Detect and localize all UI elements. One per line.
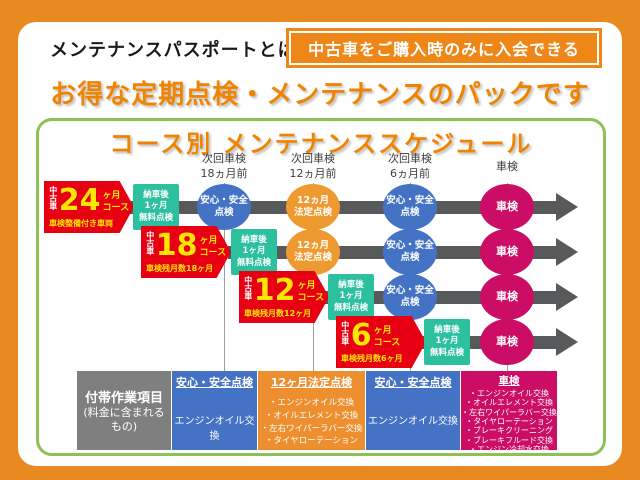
course-unit: ヶ月 (297, 281, 316, 292)
timeline-arrowhead-icon (556, 283, 578, 311)
membership-condition-badge: 中古車をご購入時のみに入会できる (289, 31, 599, 65)
course-number: 18 (155, 227, 198, 263)
course-number: 12 (253, 272, 296, 308)
safety-check-ellipse: 安心・安全 点検 (383, 229, 437, 275)
course-note: 車検残月数6ヶ月 (341, 354, 403, 363)
course-badge-main: 中古車 24 ヶ月 コース (44, 181, 134, 217)
course-badge-main: 中古車 18 ヶ月 コース (141, 226, 231, 262)
course-units: ヶ月 コース (298, 281, 325, 304)
table-cell-body: エンジンオイル交換 (368, 416, 458, 427)
table-cell-safety-check-2: 安心・安全点検 エンジンオイル交換 (366, 371, 460, 450)
course-note: 車検整備付き車両 (49, 219, 113, 228)
table-row-header-title: 付帯作業項目 (84, 390, 163, 406)
table-cell-body: ・エンジンオイル交換 ・オイルエレメント交換 ・左右ワイパーラバー交換 ・タイヤ… (461, 389, 557, 455)
timeline-arrowhead-icon (556, 193, 578, 221)
shaken-ellipse: 車検 (480, 319, 534, 365)
column-header-shaken: 車検 (496, 160, 518, 173)
table-cell-body: ・エンジンオイル交換 ・オイルエレメント交換 ・左右ワイパーラバー交換 ・タイヤ… (260, 398, 363, 447)
course-prefix: 中古車 (48, 185, 58, 210)
schedule-title: コース別 メンテナンススケジュール (108, 128, 533, 160)
table-cell-header: 安心・安全点検 (176, 376, 253, 389)
passport-heading: メンテナンスパスポートとは (50, 40, 297, 61)
course-units: ヶ月 コース (200, 236, 227, 259)
free-check-box: 納車後 1ヶ月 無料点検 (424, 319, 470, 365)
page-title: お得な定期点検・メンテナンスのパックです (48, 78, 590, 112)
course-note: 車検残月数18ヶ月 (146, 264, 214, 273)
course-suffix: コース (102, 202, 130, 213)
column-header-12-months-before: 次回車検 12ヵ月前 (289, 152, 337, 180)
shaken-ellipse: 車検 (480, 229, 534, 275)
table-cell-header: 12ヶ月法定点検 (270, 376, 353, 389)
column-gridline (224, 183, 225, 371)
table-cell-safety-check-1: 安心・安全点検 エンジンオイル交換 (172, 371, 257, 450)
free-check-box: 納車後 1ヶ月 無料点検 (328, 274, 374, 320)
course-unit: ヶ月 (199, 236, 218, 247)
timeline-arrowhead-icon (556, 238, 578, 266)
course-note: 車検残月数12ヶ月 (244, 309, 312, 318)
safety-check-ellipse: 安心・安全 点検 (383, 184, 437, 230)
table-cell-header: 車検 (498, 375, 520, 387)
course-units: ヶ月 コース (374, 326, 401, 349)
course-unit: ヶ月 (373, 326, 392, 337)
table-cell-shaken: 車検 ・エンジンオイル交換 ・オイルエレメント交換 ・左右ワイパーラバー交換 ・… (461, 371, 557, 454)
course-suffix: コース (199, 247, 227, 258)
timeline-arrowhead-icon (556, 328, 578, 356)
safety-check-ellipse: 安心・安全 点検 (197, 184, 251, 230)
legal-inspection-ellipse: 12ヵ月 法定点検 (286, 229, 340, 275)
table-cell-body: エンジンオイル交換 (174, 416, 255, 442)
course-suffix: コース (373, 337, 401, 348)
course-badge-24-months: 中古車 24 ヶ月 コース 車検整備付き車両 (44, 181, 134, 233)
shaken-ellipse: 車検 (480, 184, 534, 230)
course-prefix: 中古車 (340, 320, 350, 345)
course-badge-6-months: 中古車 6 ヶ月 コース 車検残月数6ヶ月 (336, 316, 426, 368)
course-badge-main: 中古車 12 ヶ月 コース (239, 271, 329, 307)
column-header-18-months-before: 次回車検 18ヵ月前 (200, 152, 248, 180)
course-unit: ヶ月 (102, 191, 121, 202)
course-number: 24 (58, 182, 101, 218)
course-badge-18-months: 中古車 18 ヶ月 コース 車検残月数18ヶ月 (141, 226, 231, 278)
table-cell-header: 安心・安全点検 (374, 376, 452, 389)
course-badge-12-months: 中古車 12 ヶ月 コース 車検残月数12ヶ月 (239, 271, 329, 323)
course-units: ヶ月 コース (103, 191, 130, 214)
shaken-ellipse: 車検 (480, 274, 534, 320)
table-row-header-subtitle: (料金に含まれる もの) (83, 405, 165, 433)
free-check-box: 納車後 1ヶ月 無料点検 (133, 184, 179, 230)
course-prefix: 中古車 (145, 230, 155, 255)
table-row-header: 付帯作業項目 (料金に含まれる もの) (77, 371, 171, 450)
legal-inspection-ellipse: 12ヵ月 法定点検 (286, 184, 340, 230)
course-prefix: 中古車 (243, 275, 253, 300)
course-number: 6 (350, 317, 372, 353)
course-badge-main: 中古車 6 ヶ月 コース (336, 316, 426, 352)
free-check-box: 納車後 1ヶ月 無料点検 (231, 229, 277, 275)
table-cell-legal-inspection: 12ヶ月法定点検 ・エンジンオイル交換 ・オイルエレメント交換 ・左右ワイパーラ… (258, 371, 365, 450)
column-header-6-months-before: 次回車検 6ヵ月前 (388, 152, 432, 180)
course-suffix: コース (297, 292, 325, 303)
safety-check-ellipse: 安心・安全 点検 (383, 274, 437, 320)
